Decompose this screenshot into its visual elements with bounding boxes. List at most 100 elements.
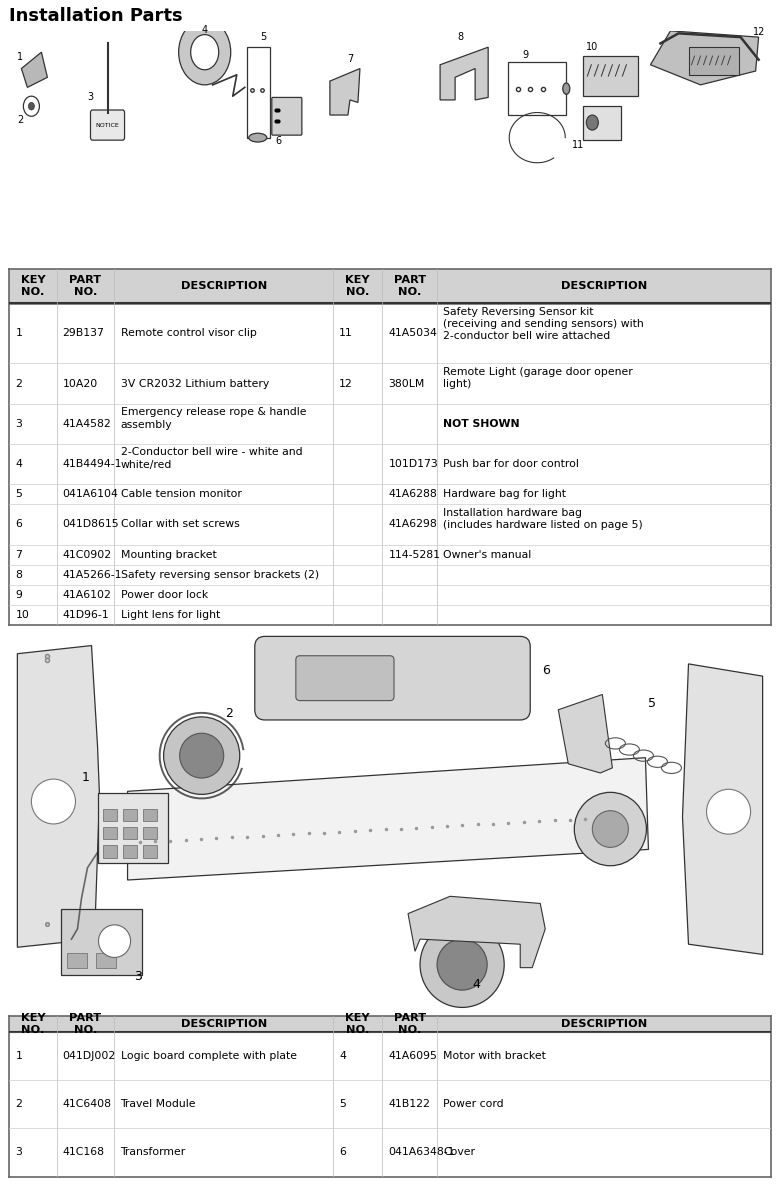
- Bar: [122, 827, 136, 840]
- Text: DESCRIPTION: DESCRIPTION: [180, 281, 267, 291]
- Text: 114-5281: 114-5281: [388, 549, 441, 560]
- Text: PART
NO.: PART NO.: [69, 275, 101, 296]
- Bar: [95, 954, 115, 968]
- Text: Logic board complete with plate: Logic board complete with plate: [120, 1051, 296, 1060]
- Text: Owner's manual: Owner's manual: [443, 549, 531, 560]
- Bar: [9, 269, 771, 304]
- Text: 41B122: 41B122: [388, 1099, 431, 1109]
- Bar: [143, 827, 157, 840]
- Bar: [98, 793, 168, 862]
- Polygon shape: [440, 47, 488, 100]
- Circle shape: [592, 811, 629, 847]
- Text: 6: 6: [16, 519, 23, 529]
- Text: 6: 6: [339, 1147, 346, 1158]
- Bar: [102, 846, 116, 857]
- Bar: [102, 827, 116, 840]
- Circle shape: [190, 34, 218, 70]
- Circle shape: [28, 102, 34, 110]
- Text: 7: 7: [347, 55, 353, 64]
- Polygon shape: [558, 695, 612, 773]
- Text: PART
NO.: PART NO.: [394, 275, 426, 296]
- Text: 3: 3: [87, 93, 94, 102]
- Bar: [583, 56, 638, 96]
- Text: 41D96-1: 41D96-1: [62, 610, 109, 620]
- Text: 2: 2: [225, 707, 232, 720]
- Text: 41A5266-1: 41A5266-1: [62, 569, 122, 580]
- Bar: [102, 809, 116, 821]
- Bar: [143, 846, 157, 857]
- Text: Safety Reversing Sensor kit
(receiving and sending sensors) with
2-conductor bel: Safety Reversing Sensor kit (receiving a…: [443, 307, 644, 342]
- Text: Light lens for light: Light lens for light: [120, 610, 220, 620]
- Text: KEY
NO.: KEY NO.: [346, 275, 370, 296]
- Text: 11: 11: [339, 329, 353, 338]
- Text: 9: 9: [16, 589, 23, 600]
- Polygon shape: [651, 31, 759, 85]
- Circle shape: [31, 779, 76, 824]
- Text: KEY
NO.: KEY NO.: [20, 1013, 45, 1035]
- Text: NOT SHOWN: NOT SHOWN: [443, 419, 520, 429]
- Circle shape: [164, 716, 239, 795]
- Text: 5: 5: [16, 489, 23, 499]
- Bar: [62, 908, 142, 975]
- Text: 41A6095: 41A6095: [388, 1051, 438, 1060]
- Circle shape: [179, 733, 224, 778]
- Text: 41A6102: 41A6102: [62, 589, 112, 600]
- Text: 41B4494-1: 41B4494-1: [62, 459, 122, 468]
- Text: 3V CR2032 Lithium battery: 3V CR2032 Lithium battery: [120, 378, 269, 389]
- Text: 8: 8: [16, 569, 23, 580]
- Bar: [143, 809, 157, 821]
- Text: Transformer: Transformer: [120, 1147, 186, 1158]
- Text: DESCRIPTION: DESCRIPTION: [561, 281, 647, 291]
- Text: 3: 3: [16, 1147, 23, 1158]
- Text: 10A20: 10A20: [62, 378, 98, 389]
- Text: Collar with set screws: Collar with set screws: [120, 519, 239, 529]
- Text: Cover: Cover: [443, 1147, 475, 1158]
- Text: 29B137: 29B137: [62, 329, 105, 338]
- Text: Cable tension monitor: Cable tension monitor: [120, 489, 241, 499]
- Bar: [509, 62, 566, 115]
- Text: 1: 1: [16, 329, 23, 338]
- Text: DESCRIPTION: DESCRIPTION: [180, 1019, 267, 1029]
- Text: 1: 1: [81, 771, 90, 784]
- Text: KEY
NO.: KEY NO.: [20, 275, 45, 296]
- Text: Motor with bracket: Motor with bracket: [443, 1051, 546, 1060]
- Circle shape: [437, 939, 488, 990]
- Text: Travel Module: Travel Module: [120, 1099, 196, 1109]
- Text: 2-Conductor bell wire - white and
white/red: 2-Conductor bell wire - white and white/…: [120, 447, 302, 470]
- Circle shape: [98, 925, 130, 957]
- Text: 4: 4: [16, 459, 23, 468]
- Polygon shape: [682, 664, 763, 955]
- Circle shape: [587, 115, 598, 130]
- Circle shape: [574, 792, 647, 866]
- Text: 10: 10: [16, 610, 30, 620]
- Text: 9: 9: [523, 51, 528, 60]
- Bar: [583, 107, 622, 140]
- Text: 5: 5: [260, 32, 266, 42]
- Text: 4: 4: [339, 1051, 346, 1060]
- FancyBboxPatch shape: [255, 637, 530, 720]
- Text: 8: 8: [457, 32, 463, 42]
- Text: Remote control visor clip: Remote control visor clip: [120, 329, 257, 338]
- Text: 41A6288: 41A6288: [388, 489, 438, 499]
- Polygon shape: [408, 897, 545, 968]
- Bar: [9, 1016, 771, 1032]
- Polygon shape: [330, 69, 360, 115]
- Text: PART
NO.: PART NO.: [394, 1013, 426, 1035]
- Text: 41C0902: 41C0902: [62, 549, 112, 560]
- Text: 4: 4: [472, 978, 480, 991]
- Text: Emergency release rope & handle
assembly: Emergency release rope & handle assembly: [120, 407, 306, 429]
- Text: 041A6104: 041A6104: [62, 489, 119, 499]
- Ellipse shape: [563, 83, 570, 95]
- Text: 6: 6: [542, 664, 550, 677]
- Text: PART
NO.: PART NO.: [69, 1013, 101, 1035]
- Text: 11: 11: [573, 140, 584, 149]
- Text: 101D173: 101D173: [388, 459, 438, 468]
- Text: Installation Parts: Installation Parts: [9, 7, 183, 25]
- Text: 3: 3: [16, 419, 23, 429]
- Polygon shape: [128, 758, 648, 880]
- Polygon shape: [21, 52, 48, 88]
- Bar: [122, 809, 136, 821]
- Text: 12: 12: [339, 378, 353, 389]
- Text: 2: 2: [16, 1099, 23, 1109]
- Text: Remote Light (garage door opener
light): Remote Light (garage door opener light): [443, 366, 633, 389]
